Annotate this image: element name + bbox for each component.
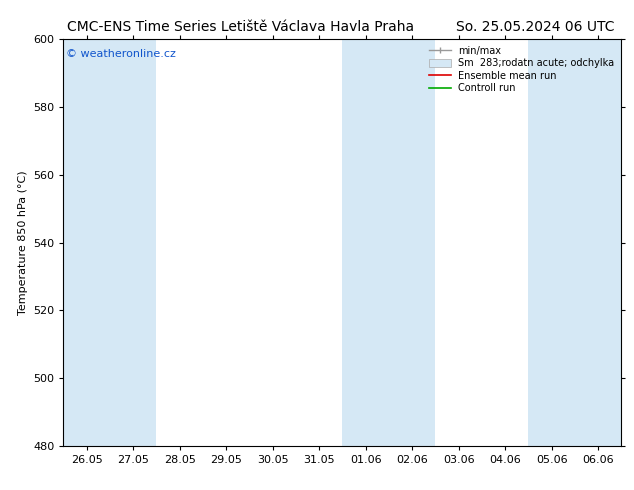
Bar xyxy=(575,39,621,446)
Bar xyxy=(528,39,575,446)
Bar xyxy=(110,39,157,446)
Legend: min/max, Sm  283;rodatn acute; odchylka, Ensemble mean run, Controll run: min/max, Sm 283;rodatn acute; odchylka, … xyxy=(427,44,616,95)
Bar xyxy=(342,39,389,446)
Text: © weatheronline.cz: © weatheronline.cz xyxy=(66,49,176,59)
Text: So. 25.05.2024 06 UTC: So. 25.05.2024 06 UTC xyxy=(456,20,615,34)
Bar xyxy=(389,39,436,446)
Y-axis label: Temperature 850 hPa (°C): Temperature 850 hPa (°C) xyxy=(18,170,27,315)
Text: CMC-ENS Time Series Letiště Václava Havla Praha: CMC-ENS Time Series Letiště Václava Havl… xyxy=(67,20,415,34)
Bar xyxy=(63,39,110,446)
